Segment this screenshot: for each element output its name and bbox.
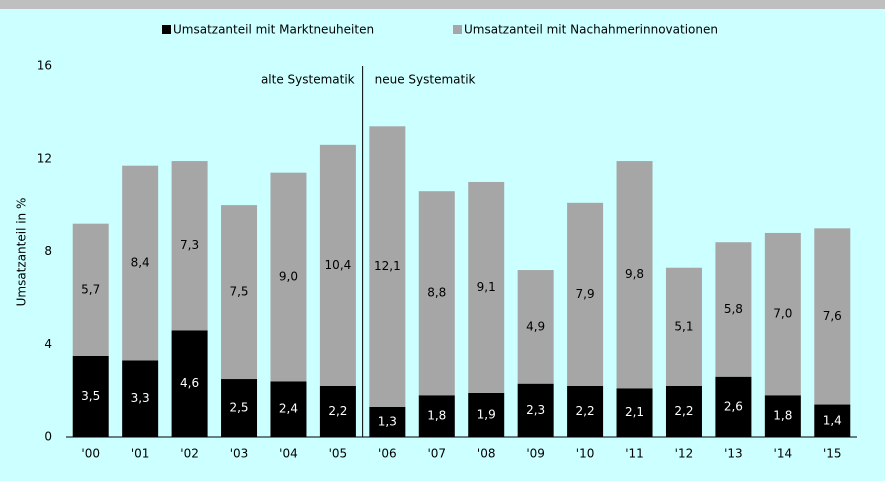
data-label: 7,3 <box>180 238 199 252</box>
x-tick-label: '05 <box>329 447 348 461</box>
data-label: 3,3 <box>131 391 150 405</box>
data-label: 7,9 <box>576 287 595 301</box>
data-label: 2,2 <box>576 404 595 418</box>
y-tick-label: 0 <box>44 430 52 444</box>
annotation: alte Systematik <box>261 73 355 87</box>
data-label: 1,3 <box>378 414 397 428</box>
top-band <box>0 0 885 9</box>
bar-segment <box>567 202 604 386</box>
bar-segment <box>369 126 406 407</box>
data-label: 1,9 <box>477 407 496 421</box>
bar-segment <box>468 392 505 437</box>
bar-segment <box>319 385 356 437</box>
bar-segment <box>171 161 208 331</box>
bar-segment <box>764 232 801 396</box>
data-label: 2,5 <box>229 401 248 415</box>
bar-segment <box>814 228 851 405</box>
data-label: 5,1 <box>674 319 693 333</box>
data-label: 1,4 <box>823 413 842 427</box>
data-label: 4,6 <box>180 376 199 390</box>
bar-segment <box>319 144 356 386</box>
y-axis-label: Umsatzanteil in % <box>15 198 29 307</box>
bar-segment <box>270 381 307 437</box>
bar-segment <box>517 270 554 384</box>
bar-segment <box>468 181 505 393</box>
bar-segment <box>122 165 159 361</box>
bar-segment <box>517 383 554 437</box>
data-label: 1,8 <box>427 409 446 423</box>
x-tick-label: '15 <box>823 447 842 461</box>
bar-segment <box>665 267 702 386</box>
x-tick-label: '14 <box>774 447 793 461</box>
data-label: 2,2 <box>674 404 693 418</box>
data-label: 1,8 <box>773 409 792 423</box>
bar-segment <box>616 388 653 437</box>
y-tick-label: 12 <box>37 151 52 165</box>
data-label: 9,8 <box>625 267 644 281</box>
x-tick-label: '03 <box>230 447 249 461</box>
x-tick-label: '10 <box>576 447 595 461</box>
bar-segment <box>616 161 653 389</box>
data-label: 7,6 <box>823 309 842 323</box>
legend-swatch <box>453 25 462 34</box>
x-tick-label: '04 <box>279 447 298 461</box>
y-tick-label: 4 <box>44 337 52 351</box>
data-label: 9,1 <box>477 280 496 294</box>
data-label: 7,0 <box>773 307 792 321</box>
bar-segment <box>665 385 702 437</box>
bar-segment <box>715 242 752 377</box>
legend-label: Umsatzanteil mit Marktneuheiten <box>173 23 374 37</box>
bar-segment <box>270 172 307 382</box>
data-label: 5,8 <box>724 302 743 316</box>
data-label: 4,9 <box>526 319 545 333</box>
legend-swatch <box>162 25 171 34</box>
data-label: 2,2 <box>328 404 347 418</box>
data-label: 3,5 <box>81 389 100 403</box>
bar-segment <box>715 376 752 437</box>
data-label: 2,1 <box>625 405 644 419</box>
bar-segment <box>418 191 455 396</box>
legend-label: Umsatzanteil mit Nachahmerinnovationen <box>464 23 718 37</box>
x-tick-label: '08 <box>477 447 496 461</box>
bar-segment <box>72 223 109 356</box>
x-tick-label: '12 <box>675 447 694 461</box>
bar-segment <box>221 205 258 380</box>
bar-segment <box>764 395 801 437</box>
bar-segment <box>567 385 604 437</box>
bar-segment <box>122 360 159 437</box>
y-tick-label: 8 <box>44 244 52 258</box>
x-tick-label: '00 <box>81 447 100 461</box>
x-tick-label: '02 <box>180 447 199 461</box>
x-tick-label: '01 <box>131 447 150 461</box>
x-tick-label: '06 <box>378 447 397 461</box>
data-label: 9,0 <box>279 270 298 284</box>
bar-segment <box>221 379 258 437</box>
data-label: 2,3 <box>526 403 545 417</box>
data-label: 8,4 <box>131 256 150 270</box>
bar-segment <box>369 406 406 437</box>
data-label: 12,1 <box>374 259 401 273</box>
bar-segment <box>72 355 109 437</box>
x-tick-label: '13 <box>724 447 743 461</box>
data-label: 2,4 <box>279 402 298 416</box>
bar-segment <box>814 404 851 437</box>
bar-segment <box>171 330 208 437</box>
data-label: 7,5 <box>229 285 248 299</box>
x-tick-label: '11 <box>625 447 644 461</box>
x-tick-label: '07 <box>427 447 446 461</box>
x-tick-label: '09 <box>526 447 545 461</box>
data-label: 2,6 <box>724 399 743 413</box>
annotation: neue Systematik <box>375 73 476 87</box>
data-label: 5,7 <box>81 282 100 296</box>
data-label: 10,4 <box>325 258 352 272</box>
data-label: 8,8 <box>427 286 446 300</box>
bar-segment <box>418 395 455 437</box>
y-tick-label: 16 <box>37 59 52 73</box>
